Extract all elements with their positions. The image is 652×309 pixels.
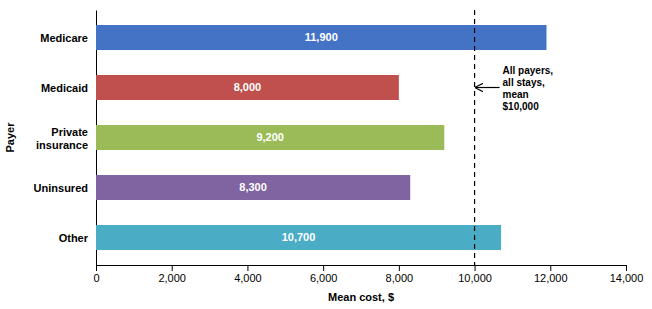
bar: [96, 225, 501, 250]
plot: 0 2,000 4,000 6,000 8,000 10,000 12,000 14,000 M…: [34, 10, 644, 303]
bars: [96, 10, 547, 265]
x-tick-mark: [247, 265, 248, 271]
x-tick: 0: [93, 265, 99, 284]
x-axis-title: Mean cost, $: [328, 291, 394, 303]
y-tick-label-line: insurance: [36, 139, 88, 151]
y-tick-label-line: Private: [51, 126, 88, 138]
y-tick-label-line: Medicare: [40, 32, 88, 44]
x-axis-line: [97, 266, 627, 272]
y-tick-label: Other: [59, 232, 89, 244]
annotation-line: All payers,: [503, 65, 554, 76]
y-tick-label: Uninsured: [34, 182, 88, 194]
y-tick: Privateinsurance: [36, 126, 96, 151]
y-axis-title: Payer: [4, 122, 16, 153]
annotation-line: all stays,: [503, 77, 545, 88]
y-tick-label-line: Medicaid: [41, 82, 88, 94]
y-tick-label: Medicare: [40, 32, 88, 44]
bar: [96, 175, 410, 200]
bar: [96, 125, 444, 150]
x-tick-label: 10,000: [458, 272, 492, 284]
chart: 0 2,000 4,000 6,000 8,000 10,000 12,000 14,000 M…: [0, 0, 652, 309]
x-tick-mark: [172, 265, 173, 271]
x-tick: 12,000: [534, 265, 568, 284]
x-tick-label: 14,000: [610, 272, 644, 284]
x-tick-label: 0: [93, 272, 99, 284]
x-tick: 4,000: [234, 265, 262, 284]
bar: [96, 25, 547, 50]
x-tick-label: 12,000: [534, 272, 568, 284]
y-tick: Medicaid: [41, 82, 96, 94]
data-label: 9,200: [256, 131, 284, 143]
x-tick-mark: [323, 265, 324, 271]
x-tick: 8,000: [386, 265, 414, 284]
y-tick-label: Medicaid: [41, 82, 88, 94]
y-tick: Medicare: [40, 32, 96, 44]
x-tick: 6,000: [310, 265, 338, 284]
x-tick-mark: [626, 265, 627, 271]
y-tick-label: Privateinsurance: [36, 126, 88, 151]
x-tick-mark: [550, 265, 551, 271]
reference-line: [474, 10, 475, 265]
y-tick: Uninsured: [34, 182, 96, 194]
x-tick: 10,000: [458, 265, 492, 284]
x-tick-mark: [475, 265, 476, 271]
x-tick-label: 2,000: [158, 272, 186, 284]
y-tick-label-line: Uninsured: [34, 182, 88, 194]
data-label: 10,700: [282, 231, 316, 243]
x-tick: 14,000: [610, 265, 644, 284]
x-tick-label: 6,000: [310, 272, 338, 284]
annotation-line: $10,000: [503, 101, 540, 112]
data-label: 8,000: [234, 81, 262, 93]
x-axis: 0 2,000 4,000 6,000 8,000 10,000 12,000 14,000: [93, 265, 643, 284]
data-label: 11,900: [305, 31, 338, 43]
data-label: 8,300: [239, 181, 267, 193]
y-tick: Other: [59, 232, 96, 244]
x-tick-mark: [399, 265, 400, 271]
y-axis: Medicare Medicaid Privateinsurance Uninsure…: [34, 11, 97, 266]
y-tick-label-line: Other: [59, 232, 89, 244]
annotation: All payers,all stays,mean$10,000: [503, 65, 554, 112]
annotation-line: mean: [503, 89, 529, 100]
x-tick-label: 4,000: [234, 272, 262, 284]
bar: [96, 75, 399, 100]
x-tick-label: 8,000: [386, 272, 414, 284]
x-tick: 2,000: [158, 265, 186, 284]
data-labels: 11,900 8,000 9,200 8,300 10,700: [234, 31, 338, 243]
x-tick-mark: [96, 265, 97, 271]
annotation-arrow: [476, 87, 500, 88]
